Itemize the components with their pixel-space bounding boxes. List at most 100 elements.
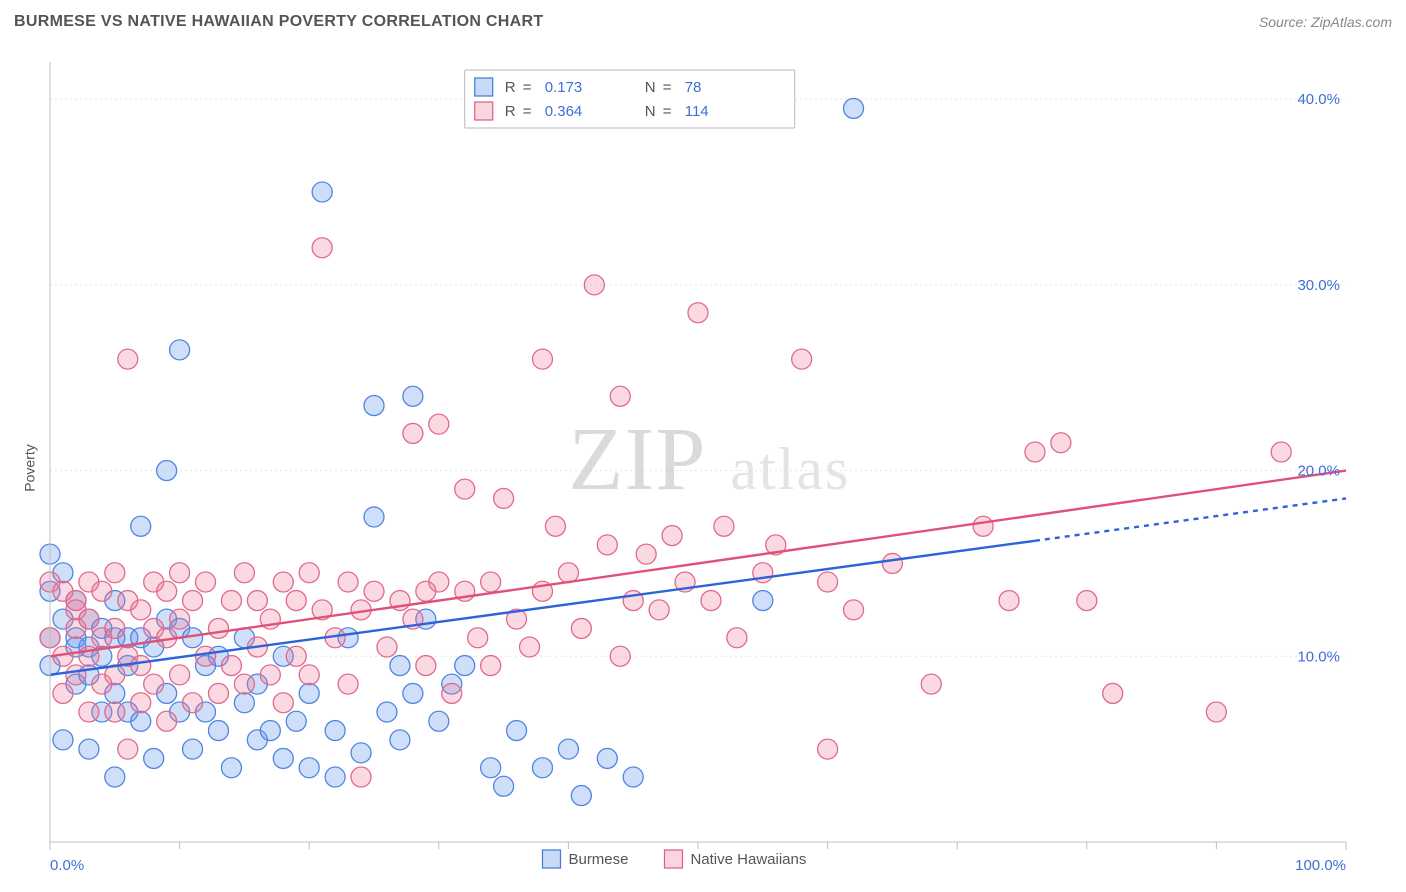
data-point [792,349,812,369]
legend-n-label: N [645,79,656,96]
data-point [208,683,228,703]
data-point [144,674,164,694]
data-point [714,516,734,536]
data-point [844,98,864,118]
data-point [610,646,630,666]
data-point [481,572,501,592]
data-point [364,396,384,416]
data-point [597,535,617,555]
data-point [481,656,501,676]
legend-n-label: N [645,103,656,120]
data-point [131,711,151,731]
data-point [1103,683,1123,703]
data-point [299,665,319,685]
data-point [520,637,540,657]
legend-r-label: R [505,79,516,96]
data-point [157,581,177,601]
data-point [403,423,423,443]
legend-n-value: 78 [685,79,702,96]
x-tick-label: 0.0% [50,857,84,874]
data-point [597,748,617,768]
scatter-chart: ZIPatlas0.0%100.0%10.0%20.0%30.0%40.0%R=… [0,44,1406,892]
data-point [131,693,151,713]
data-point [429,711,449,731]
data-point [196,572,216,592]
data-point [416,656,436,676]
data-point [364,581,384,601]
data-point [844,600,864,620]
data-point [558,563,578,583]
data-point [1025,442,1045,462]
data-point [92,581,112,601]
data-point [818,739,838,759]
data-point [66,665,86,685]
data-point [351,743,371,763]
data-point [183,591,203,611]
data-point [623,767,643,787]
data-point [1077,591,1097,611]
data-point [79,739,99,759]
data-point [494,776,514,796]
data-point [818,572,838,592]
data-point [701,591,721,611]
data-point [170,340,190,360]
legend-equals: = [523,79,532,96]
data-point [131,600,151,620]
data-point [727,628,747,648]
data-point [196,646,216,666]
data-point [260,665,280,685]
data-point [494,488,514,508]
bottom-legend-swatch [542,850,560,868]
data-point [481,758,501,778]
regression-line-dashed [1035,498,1346,540]
data-point [105,767,125,787]
data-point [170,609,190,629]
data-point [882,553,902,573]
data-point [429,572,449,592]
data-point [455,656,475,676]
legend-r-label: R [505,103,516,120]
data-point [584,275,604,295]
data-point [610,386,630,406]
data-point [144,748,164,768]
data-point [636,544,656,564]
legend-equals: = [663,103,672,120]
data-point [105,702,125,722]
data-point [208,618,228,638]
data-point [221,591,241,611]
data-point [571,786,591,806]
data-point [390,656,410,676]
data-point [403,683,423,703]
chart-title: BURMESE VS NATIVE HAWAIIAN POVERTY CORRE… [14,13,543,31]
data-point [338,674,358,694]
data-point [183,693,203,713]
data-point [273,572,293,592]
data-point [273,748,293,768]
data-point [118,349,138,369]
data-point [234,563,254,583]
data-point [105,618,125,638]
source-label: Source: ZipAtlas.com [1259,14,1392,30]
data-point [299,683,319,703]
data-point [157,711,177,731]
data-point [208,721,228,741]
data-point [1271,442,1291,462]
data-point [312,238,332,258]
data-point [131,516,151,536]
legend-r-value: 0.364 [545,103,583,120]
bottom-legend-label: Native Hawaiians [690,851,806,868]
data-point [558,739,578,759]
data-point [105,563,125,583]
data-point [921,674,941,694]
data-point [532,349,552,369]
data-point [286,591,306,611]
data-point [53,683,73,703]
data-point [183,739,203,759]
data-point [377,702,397,722]
data-point [338,572,358,592]
data-point [429,414,449,434]
data-point [79,609,99,629]
data-point [973,516,993,536]
data-point [364,507,384,527]
data-point [131,656,151,676]
